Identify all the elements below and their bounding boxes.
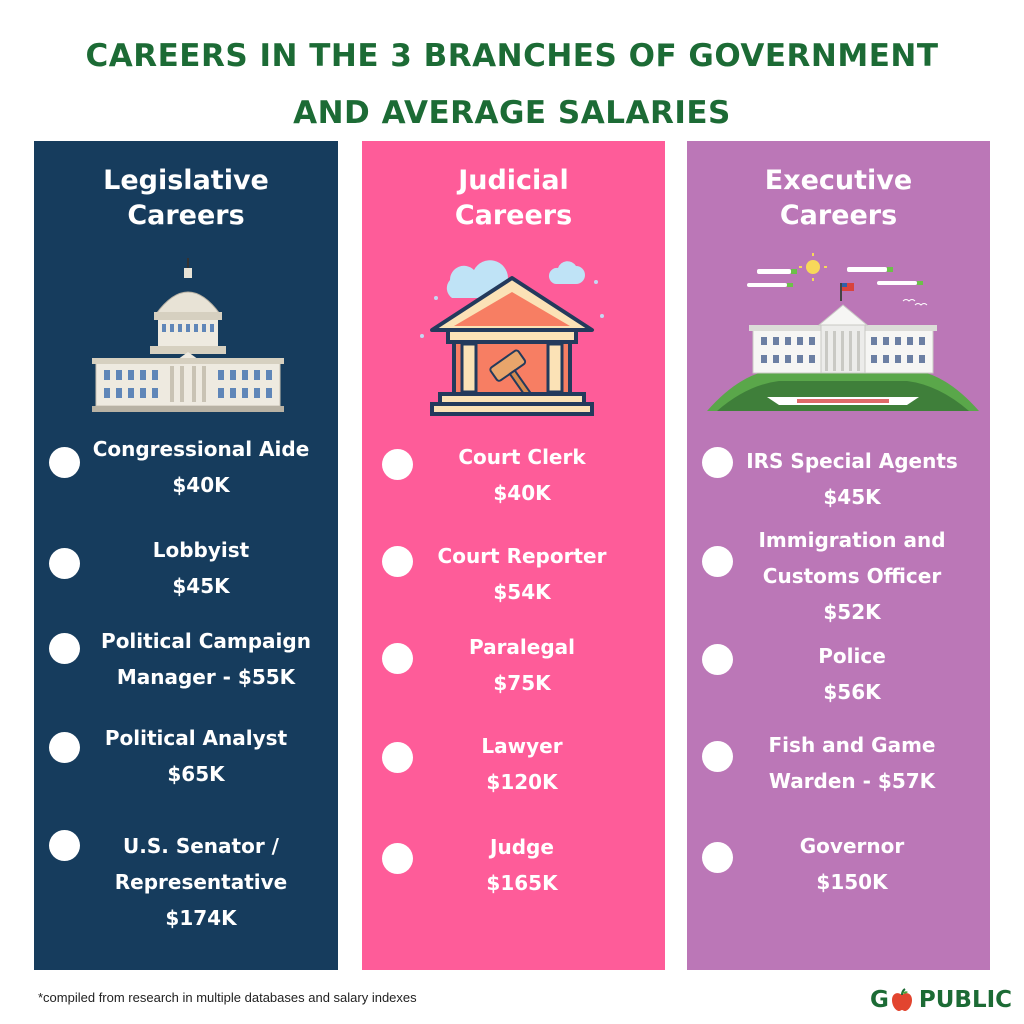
judicial-title-line-2: Careers xyxy=(454,200,573,231)
legislative-title-line-1: Legislative xyxy=(103,165,269,196)
bullet-circle-icon xyxy=(49,830,80,861)
judicial-title-line-1: Judicial xyxy=(458,165,569,196)
bullet-circle-icon xyxy=(382,546,413,577)
judicial-column: Judicial Careers Court Clerk $40K Court R… xyxy=(362,141,665,970)
career-label: Police $56K xyxy=(818,644,886,704)
logo-suffix: PUBLIC xyxy=(918,987,1013,1013)
career-label: Political Analyst $65K xyxy=(104,726,288,786)
career-label: Immigration and Customs Officer $52K xyxy=(758,528,946,624)
gopublic-logo: G PUBLIC xyxy=(870,983,1012,1017)
bullet-circle-icon xyxy=(382,843,413,874)
bullet-circle-icon xyxy=(382,643,413,674)
career-label: Governor $150K xyxy=(799,834,905,894)
bullet-circle-icon xyxy=(382,449,413,480)
bullet-circle-icon xyxy=(49,447,80,478)
apple-icon xyxy=(891,988,912,1011)
career-label: Judge $165K xyxy=(486,835,558,895)
bullet-circle-icon xyxy=(702,546,733,577)
white-house-icon xyxy=(707,253,979,411)
bullet-circle-icon xyxy=(702,842,733,873)
capitol-building-icon xyxy=(92,258,284,412)
career-label: IRS Special Agents $45K xyxy=(746,449,958,509)
executive-title-line-2: Careers xyxy=(779,200,898,231)
footnote: *compiled from research in multiple data… xyxy=(38,990,417,1005)
career-label: Lawyer $120K xyxy=(481,734,563,794)
career-label: Fish and Game Warden - $57K xyxy=(768,733,936,793)
career-label: Lobbyist $45K xyxy=(152,538,250,598)
logo-prefix: G xyxy=(870,987,889,1013)
legislative-title-line-2: Careers xyxy=(127,200,245,231)
bullet-circle-icon xyxy=(382,742,413,773)
courthouse-gavel-icon xyxy=(420,260,604,416)
bullet-circle-icon xyxy=(702,741,733,772)
executive-title-line-1: Executive xyxy=(764,165,913,196)
career-label: Political Campaign Manager - $55K xyxy=(101,629,311,689)
career-label: Court Reporter $54K xyxy=(437,544,607,604)
judicial-column-title: Judicial Careers xyxy=(362,163,665,233)
executive-column-title: Executive Careers xyxy=(687,163,990,233)
career-label: Congressional Aide $40K xyxy=(92,437,310,497)
bullet-circle-icon xyxy=(702,644,733,675)
legislative-column: Legislative Careers xyxy=(34,141,338,970)
career-label: Paralegal $75K xyxy=(468,635,576,695)
career-label: U.S. Senator / Representative $174K xyxy=(114,834,288,930)
bullet-circle-icon xyxy=(49,548,80,579)
legislative-column-title: Legislative Careers xyxy=(34,163,338,233)
page-title: Careers in the 3 Branches of Government … xyxy=(0,28,1024,142)
bullet-circle-icon xyxy=(49,633,80,664)
career-label: Court Clerk $40K xyxy=(458,445,586,505)
page-title-line-2: and Average Salaries xyxy=(293,95,731,131)
executive-column: Executive Careers xyxy=(687,141,990,970)
bullet-circle-icon xyxy=(702,447,733,478)
bullet-circle-icon xyxy=(49,732,80,763)
page-title-line-1: Careers in the 3 Branches of Government xyxy=(85,38,939,74)
